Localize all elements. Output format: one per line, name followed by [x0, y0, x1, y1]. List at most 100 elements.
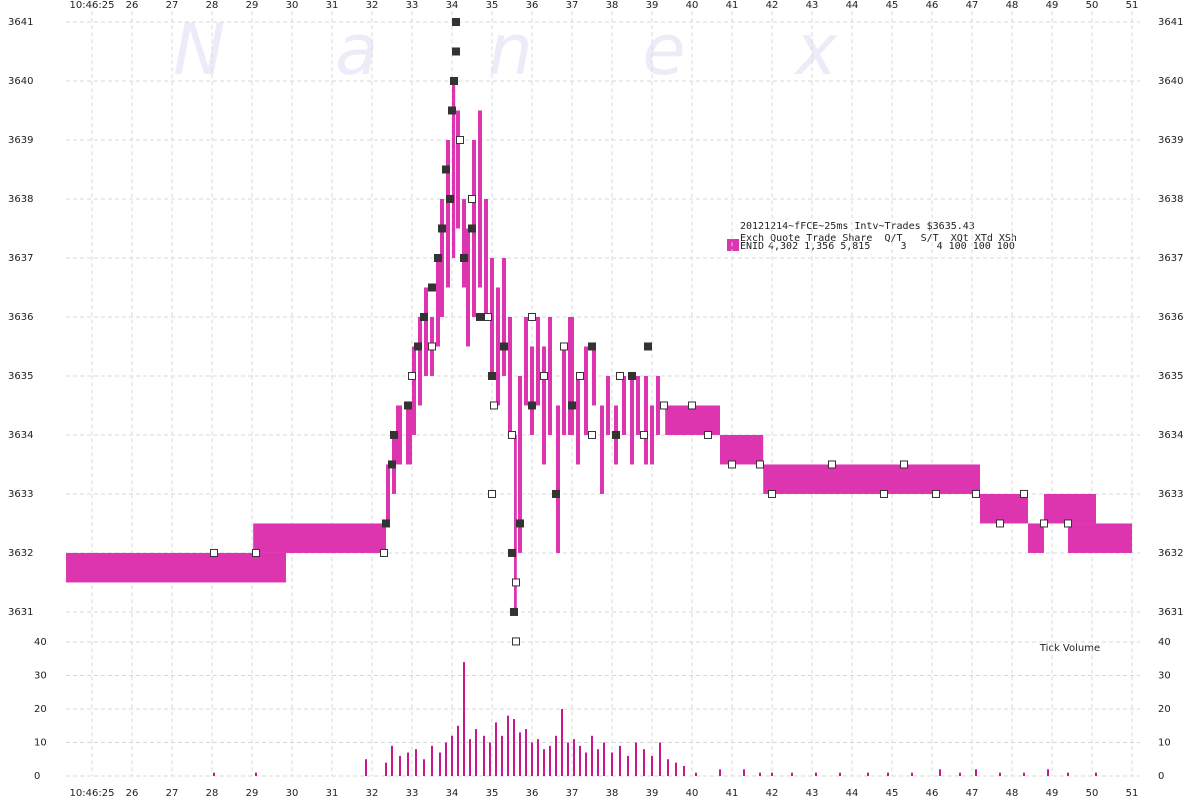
volume-tick-label: 40	[1158, 637, 1171, 648]
trade	[768, 489, 776, 498]
volume-bar	[867, 772, 869, 776]
volume-bar	[1047, 769, 1049, 776]
x-tick-label: 42	[766, 788, 779, 799]
x-tick-label: 32	[366, 0, 379, 11]
volume-bar	[407, 752, 409, 776]
quote	[562, 346, 566, 435]
quote	[763, 464, 980, 494]
x-tick-label: 29	[246, 788, 259, 799]
y-tick-label: 3634	[1158, 430, 1183, 441]
trade	[210, 548, 218, 557]
volume-bar	[611, 752, 613, 776]
x-tick-label: 26	[126, 788, 139, 799]
trade	[880, 489, 888, 498]
x-tick-label: 28	[206, 0, 219, 11]
trade	[576, 371, 584, 380]
quote	[1028, 523, 1044, 553]
trade	[404, 401, 412, 410]
x-tick-label: 47	[966, 788, 979, 799]
quote	[630, 375, 634, 465]
volume-bar	[627, 755, 629, 776]
trade	[488, 371, 496, 380]
trade	[408, 371, 416, 380]
volume-bar	[1067, 772, 1069, 776]
watermark: Nanex	[173, 9, 947, 91]
volume-bar	[667, 759, 669, 776]
x-tick-label: 31	[326, 788, 339, 799]
quote	[644, 375, 648, 465]
trade	[508, 548, 516, 557]
volume-bar	[423, 759, 425, 776]
trade	[380, 548, 388, 557]
trade	[616, 371, 624, 380]
trade	[932, 489, 940, 498]
quote	[665, 405, 720, 435]
y-tick-label: 3636	[1158, 312, 1183, 323]
legend-header: Exch Quote Trade Share Q/T S/T XQt XTd X…	[740, 233, 1017, 244]
volume-tick-label: 20	[1158, 704, 1171, 715]
quote	[530, 346, 534, 435]
x-tick-label: 45	[886, 788, 899, 799]
quote	[396, 405, 402, 465]
volume-bar	[659, 742, 661, 776]
quote	[536, 316, 540, 406]
volume-bar	[365, 759, 367, 776]
volume-bar	[759, 772, 761, 776]
x-tick-label: 10:46:25	[70, 788, 115, 799]
trade	[500, 342, 508, 351]
trade	[388, 460, 396, 469]
y-tick-label: 3631	[1158, 607, 1183, 618]
y-tick-label: 3632	[1158, 548, 1183, 559]
y-tick-label: 3641	[8, 17, 33, 28]
trade	[552, 489, 560, 498]
trade	[560, 342, 568, 351]
volume-bar	[579, 745, 581, 776]
trade	[1020, 489, 1028, 498]
volume-bar	[743, 769, 745, 776]
x-tick-label: 37	[566, 0, 579, 11]
quote	[592, 346, 596, 406]
quote	[484, 198, 488, 317]
y-tick-label: 3638	[1158, 194, 1183, 205]
trade	[446, 194, 454, 203]
trade	[540, 371, 548, 380]
y-tick-label: 3640	[1158, 76, 1183, 87]
volume-label: Tick Volume	[1039, 643, 1100, 654]
volume-bar	[213, 772, 215, 776]
quote	[576, 375, 580, 465]
volume-bar	[543, 749, 545, 776]
x-tick-label: 32	[366, 788, 379, 799]
volume-bar	[1023, 772, 1025, 776]
x-tick-label: 48	[1006, 788, 1019, 799]
trade	[484, 312, 492, 321]
x-tick-label: 39	[646, 788, 659, 799]
trade	[390, 430, 398, 439]
x-tick-label: 46	[926, 788, 939, 799]
quote	[548, 316, 552, 435]
volume-bar	[531, 742, 533, 776]
quote	[66, 552, 286, 583]
volume-bar	[483, 735, 485, 776]
trade	[660, 401, 668, 410]
quote	[446, 139, 450, 288]
x-tick-label: 49	[1046, 0, 1059, 11]
volume-bar	[495, 722, 497, 776]
quote	[496, 287, 500, 406]
quote	[600, 405, 604, 494]
y-tick-label: 3635	[1158, 371, 1183, 382]
trade	[452, 47, 460, 56]
volume-tick-label: 10	[1158, 738, 1171, 749]
quote	[656, 375, 660, 435]
x-tick-label: 34	[446, 0, 459, 11]
x-tick-label: 26	[126, 0, 139, 11]
volume-bar	[525, 729, 527, 776]
volume-bar	[975, 769, 977, 776]
trade	[568, 401, 576, 410]
volume-tick-label: 0	[34, 771, 40, 782]
volume-bar	[507, 715, 509, 776]
x-tick-label: 38	[606, 788, 619, 799]
volume-bar	[959, 772, 961, 776]
x-tick-label: 33	[406, 788, 419, 799]
y-tick-label: 3640	[8, 76, 33, 87]
volume-tick-label: 30	[1158, 671, 1171, 682]
